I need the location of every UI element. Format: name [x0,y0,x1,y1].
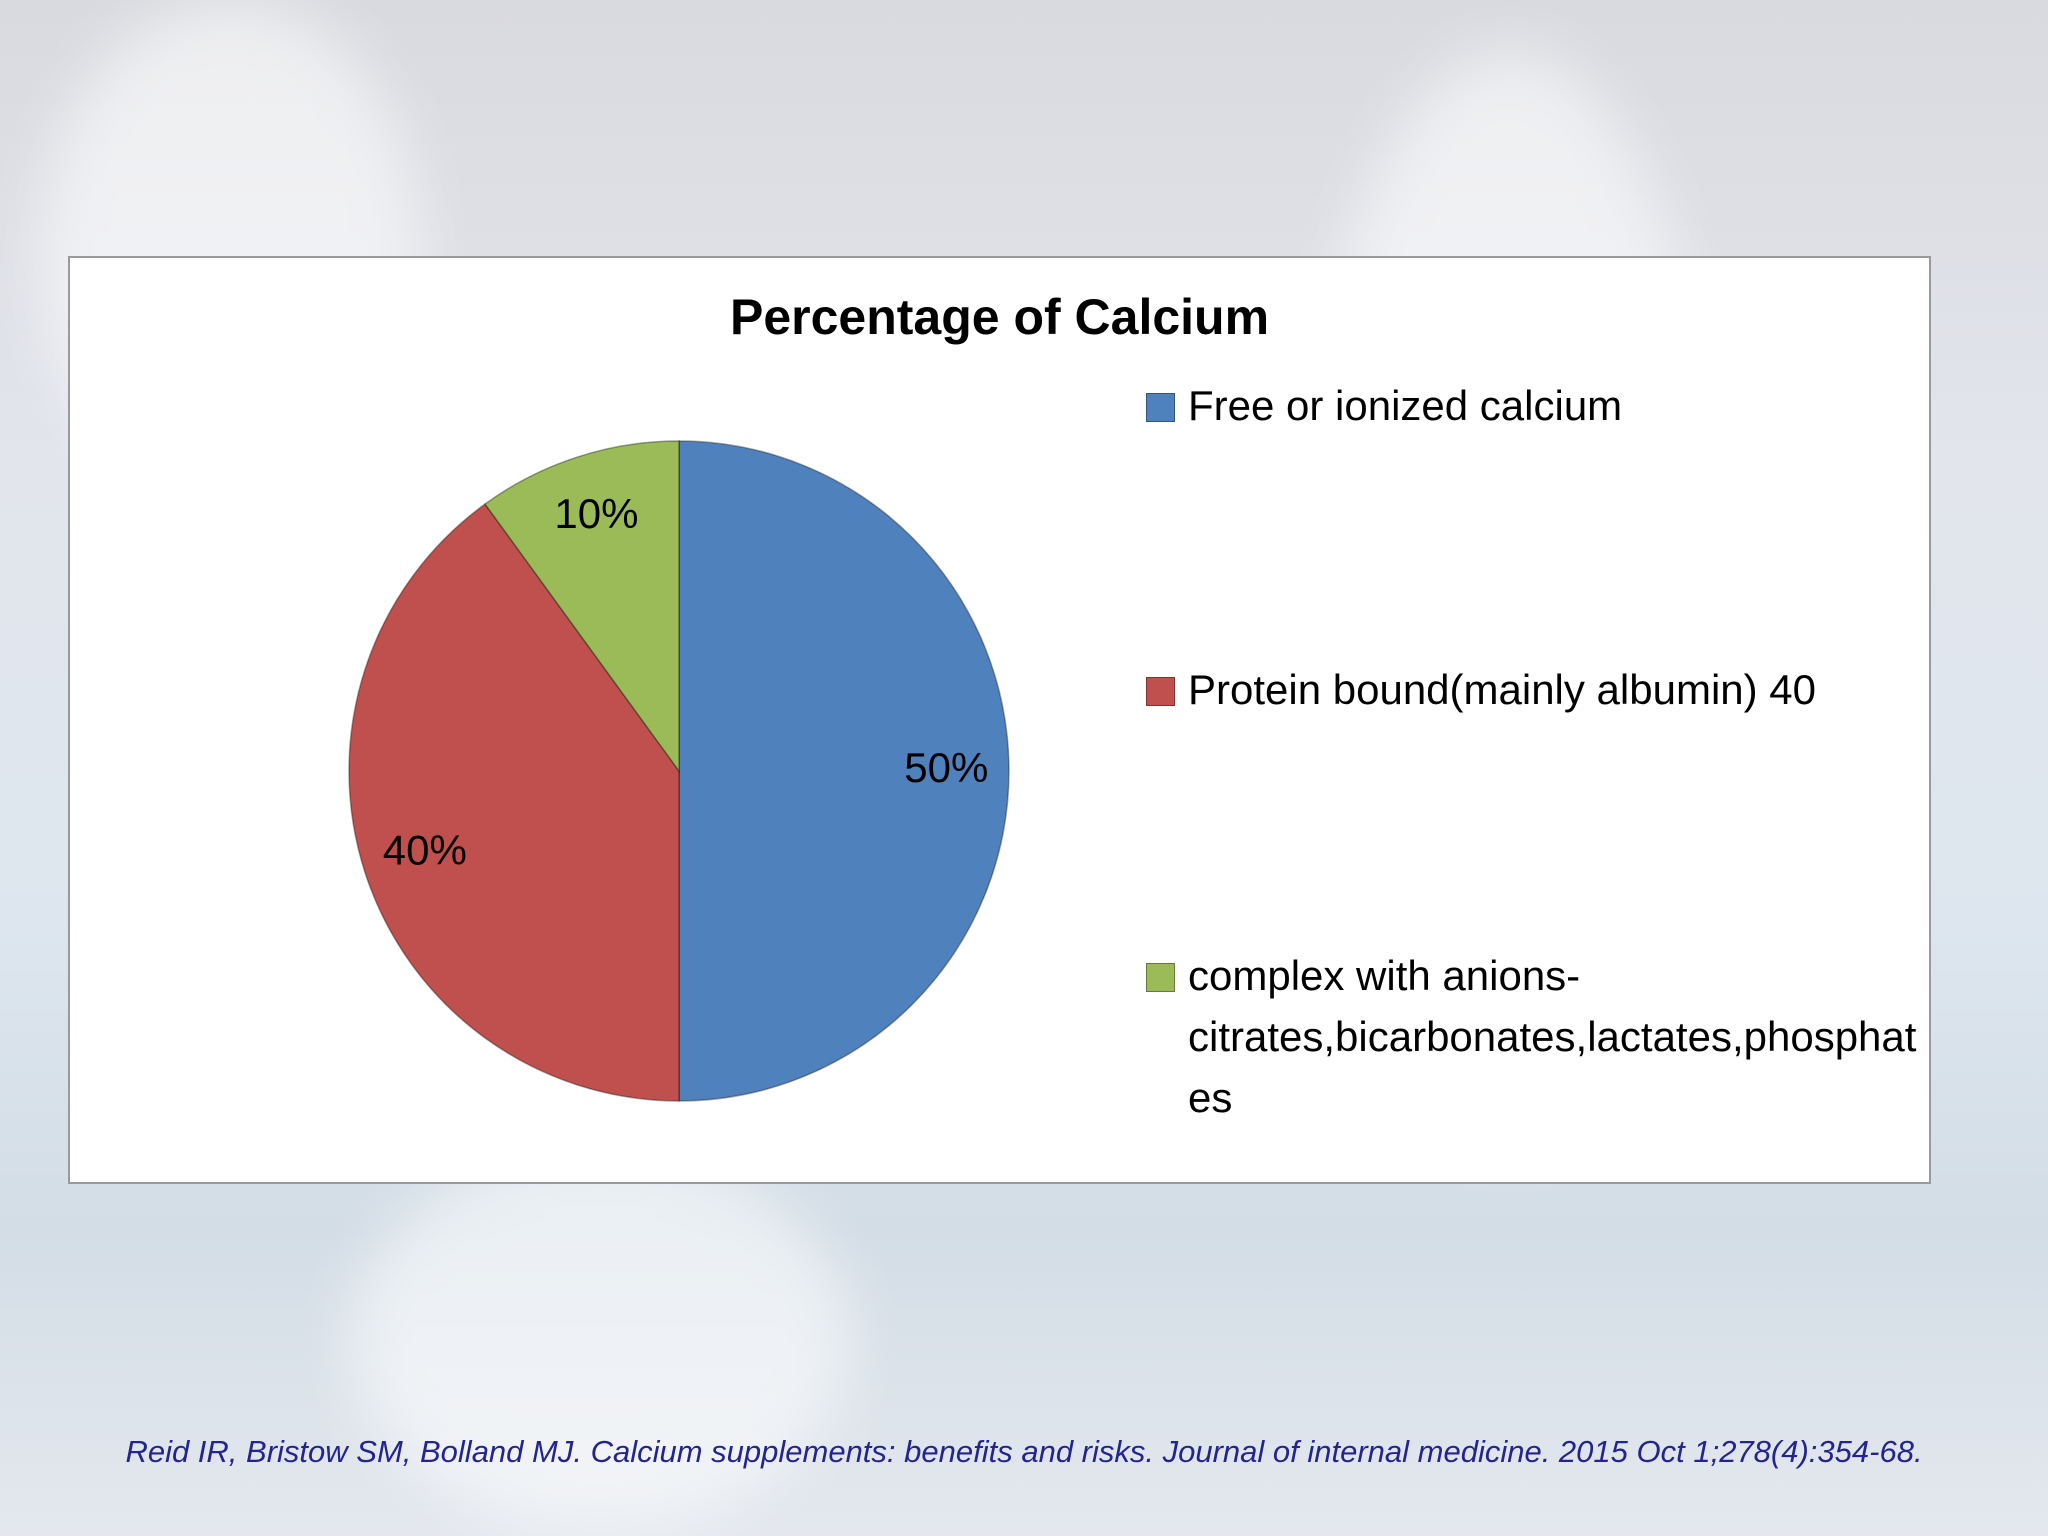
pie-area: 50% 40% 10% [348,440,1010,1102]
data-label: 50% [904,744,988,791]
chart-title: Percentage of Calcium [729,289,1270,345]
pie-slice [348,502,680,1102]
chart: Percentage of Calcium 50% 40% 10% Free or … [68,256,1931,1184]
citation: Reid IR, Bristow SM, Bolland MJ. Calcium… [125,1434,1923,1469]
background-shape [350,1150,850,1530]
legend-swatch [1146,963,1175,992]
legend-label: complex with anions-citrates,bicarbonate… [1188,952,1917,1121]
pie-slice [678,440,1010,1102]
legend-swatch [1146,393,1175,422]
legend-label: Protein bound(mainly albumin) 40 [1188,666,1817,713]
data-label: 40% [383,827,467,874]
legend-swatch [1146,677,1175,706]
legend-label: Free or ionized calcium [1188,382,1623,429]
data-label: 10% [554,490,638,537]
pie-slice [483,440,680,774]
